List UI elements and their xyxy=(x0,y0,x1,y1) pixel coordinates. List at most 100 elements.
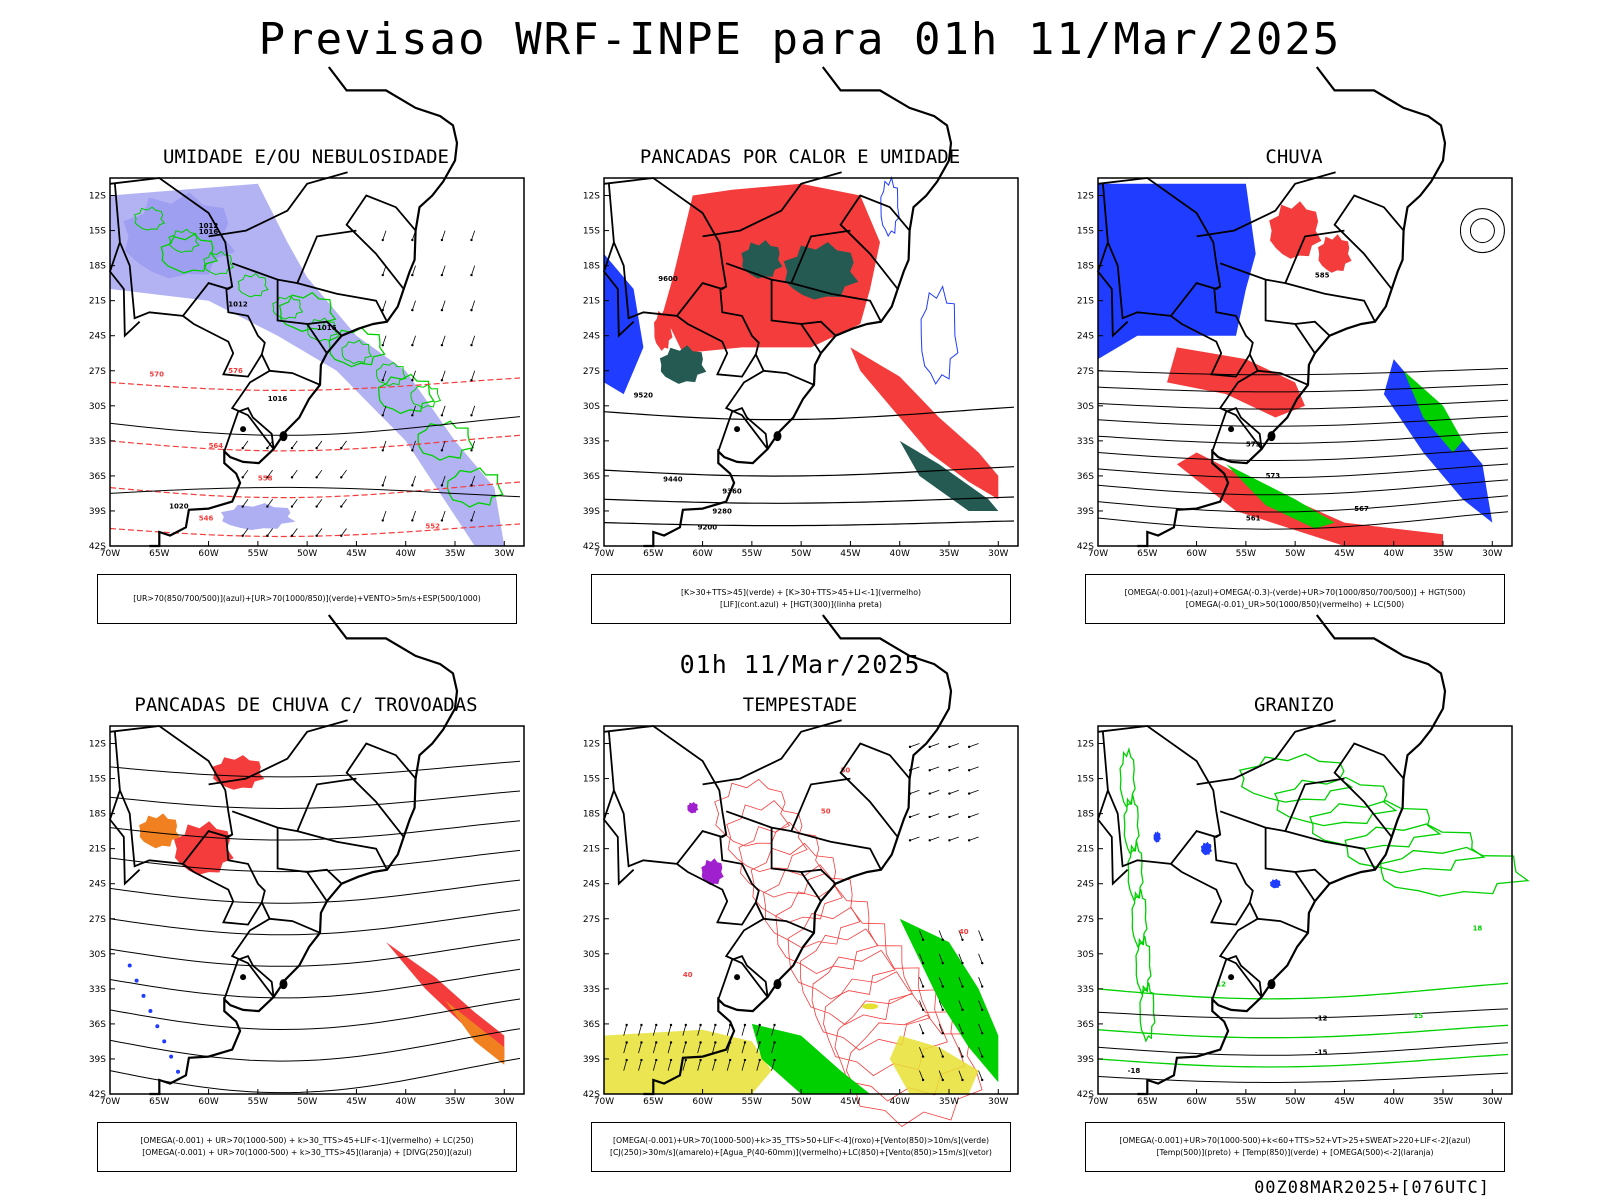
lon-label: 50W xyxy=(297,549,317,559)
contour-label: 552 xyxy=(425,522,440,530)
temp850-contour xyxy=(1379,846,1530,897)
wind-vector xyxy=(411,405,416,416)
humidity-low-contour xyxy=(328,326,386,368)
wind-vector-head xyxy=(967,792,971,795)
lat-label: 27S xyxy=(1077,915,1094,925)
wind-vector-head xyxy=(941,961,944,965)
wind-vector xyxy=(316,528,323,536)
panel-legend: [OMEGA(-0.001)+UR>70(1000-500)+k<60+TTS>… xyxy=(1085,1122,1505,1172)
lon-label: 60W xyxy=(198,1097,218,1107)
wind-vector-head xyxy=(266,446,269,450)
wind-vector-head xyxy=(758,1023,761,1027)
wind-vector xyxy=(949,813,959,818)
precipitable-water-contour xyxy=(763,864,861,949)
wind-vector-head xyxy=(961,1008,964,1012)
wind-vector xyxy=(471,230,476,241)
state-border xyxy=(1102,731,1251,926)
lat-label: 33S xyxy=(89,437,106,447)
wind-vector xyxy=(958,977,963,987)
wind-vector-head xyxy=(440,238,444,242)
coastline xyxy=(149,66,459,548)
contour-label: 1020 xyxy=(169,503,189,511)
streamline xyxy=(109,879,521,904)
state-border xyxy=(223,406,275,452)
lat-label: 42S xyxy=(583,1090,600,1100)
wind-vector-head xyxy=(470,273,473,277)
lon-label: 45W xyxy=(346,549,366,559)
streamline xyxy=(1097,447,1509,461)
wind-vector-head xyxy=(655,1023,658,1027)
wind-vector-head xyxy=(773,1041,776,1044)
contour-label: 1012 xyxy=(199,222,219,230)
lagoa-dos-patos xyxy=(1267,431,1276,442)
wind-vector-head xyxy=(941,985,944,988)
lat-label: 33S xyxy=(89,985,106,995)
wind-vector xyxy=(909,789,920,794)
wind-vector-head xyxy=(773,1058,776,1062)
wind-vector xyxy=(441,440,446,451)
wind-vector-head xyxy=(266,534,269,537)
wind-vector xyxy=(638,1024,642,1036)
panel-legend: [OMEGA(-0.001)-(azul)+OMEGA(-0.3)-(verde… xyxy=(1085,574,1505,624)
wind-vector xyxy=(652,1059,657,1071)
lat-label: 15S xyxy=(1077,227,1094,237)
lifted-index-contour xyxy=(920,285,959,385)
wind-vector-head xyxy=(266,505,269,508)
state-border xyxy=(1170,282,1221,317)
wind-vector xyxy=(267,469,273,478)
state-border xyxy=(1170,830,1221,865)
wind-vector xyxy=(958,1000,963,1011)
lat-label: 27S xyxy=(89,915,106,925)
thickness-contour xyxy=(109,434,521,452)
state-border xyxy=(1285,830,1376,871)
lat-label: 12S xyxy=(1077,192,1094,202)
wind-vector xyxy=(242,469,249,478)
lon-label: 65W xyxy=(149,1097,169,1107)
coastline xyxy=(643,66,953,548)
streamline xyxy=(109,909,521,936)
wind-vector xyxy=(340,440,347,449)
wind-vector-head xyxy=(625,1023,628,1027)
wind-vector-head xyxy=(967,745,971,749)
wind-vector xyxy=(712,1059,716,1071)
wind-vector xyxy=(969,813,979,818)
wind-vector xyxy=(682,1024,687,1036)
wind-vector-head xyxy=(714,1041,717,1044)
wind-vector xyxy=(949,743,959,748)
cyclonic-streamline xyxy=(1459,208,1505,254)
temp850-contour xyxy=(1238,753,1354,803)
lon-label: 70W xyxy=(594,549,614,559)
lon-label: 55W xyxy=(742,549,762,559)
wind-vector-head xyxy=(381,238,384,242)
wind-vector-head xyxy=(411,414,414,417)
wind-vector-head xyxy=(640,1023,643,1027)
wind-vector-head xyxy=(381,484,384,487)
wind-vector xyxy=(652,1042,657,1054)
coastline xyxy=(149,614,459,1096)
page-title: Previsao WRF-INPE para 01h 11/Mar/2025 xyxy=(258,14,1342,65)
wind-vector-head xyxy=(470,343,473,347)
wind-vector-head xyxy=(967,839,971,842)
wind-vector-head xyxy=(980,985,984,988)
temp850-contour xyxy=(1097,982,1509,1000)
wind-vector-head xyxy=(967,769,971,772)
panel-tempestade: TEMPESTADE 50 40 40 50 12S 15S 18S 21S 24S 27S 30S… xyxy=(580,614,1020,1174)
state-border xyxy=(1102,183,1251,378)
wind-vector-head xyxy=(921,1008,925,1012)
precipitable-water-contour xyxy=(834,992,966,1102)
lon-label: 30W xyxy=(1482,1097,1502,1107)
lat-label: 24S xyxy=(89,880,106,890)
temp850-contour xyxy=(1131,889,1148,949)
wind-vector xyxy=(938,1070,944,1081)
lat-label: 12S xyxy=(1077,740,1094,750)
lon-label: 55W xyxy=(742,1097,762,1107)
lon-label: 30W xyxy=(988,1097,1008,1107)
thickness-contour xyxy=(109,523,521,538)
rain-red-area xyxy=(1318,234,1352,273)
wind-vector xyxy=(441,405,446,416)
wind-vector-head xyxy=(948,815,951,819)
lat-label: 24S xyxy=(1077,332,1094,342)
lat-label: 12S xyxy=(583,740,600,750)
contour-label: 585 xyxy=(1315,271,1330,279)
wind-vector xyxy=(919,1000,924,1011)
